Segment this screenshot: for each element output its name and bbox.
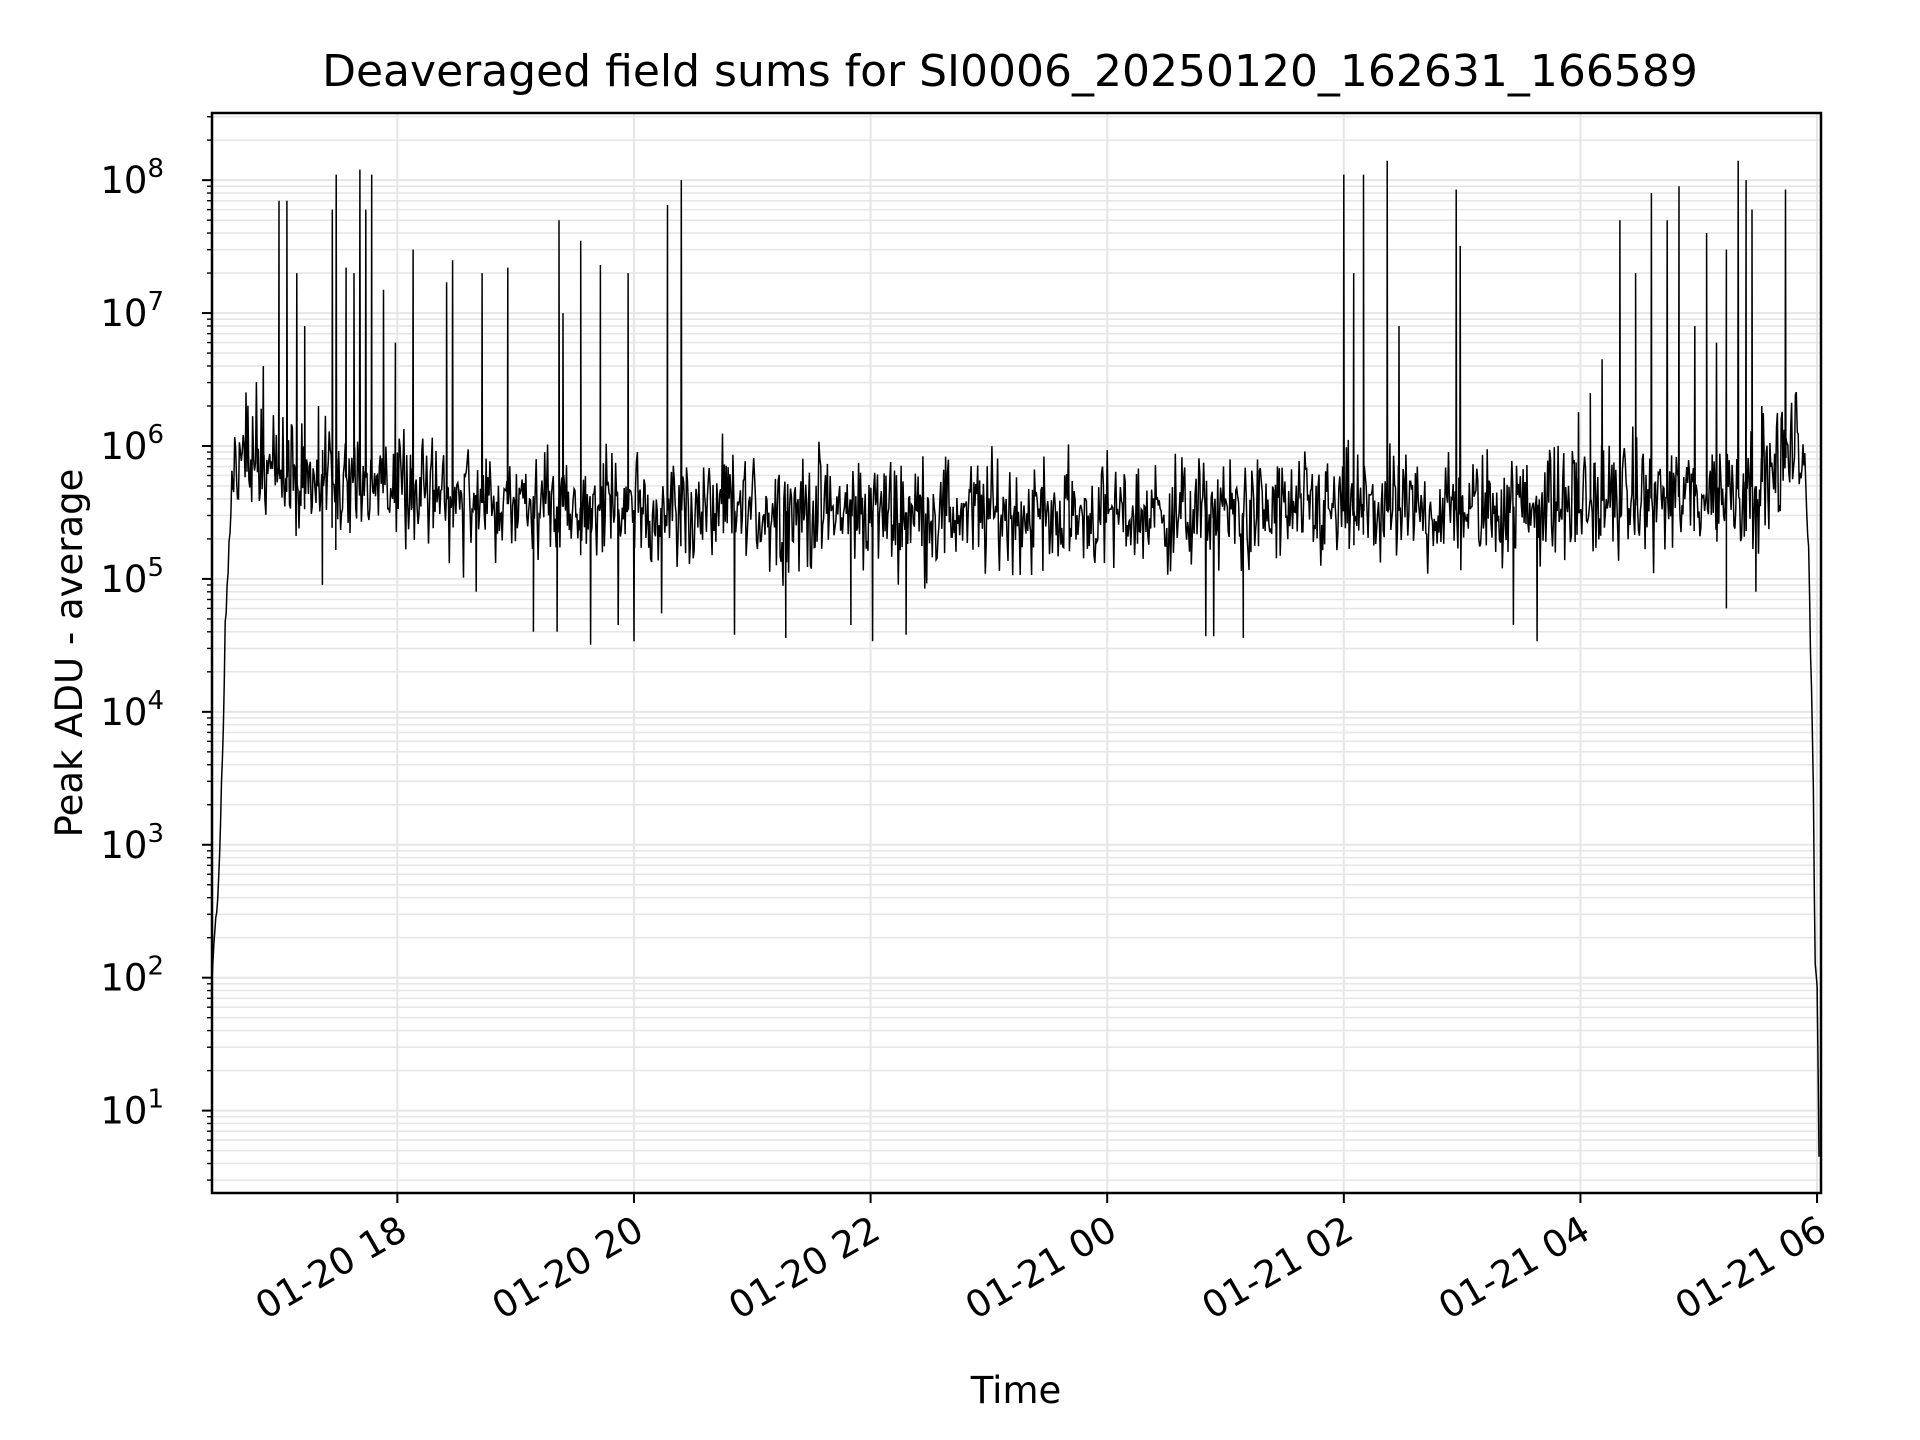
- y-tick-exponent: 8: [147, 154, 164, 184]
- chart-title: Deaveraged field sums for SI0006_2025012…: [322, 46, 1698, 97]
- y-tick-exponent: 3: [147, 819, 164, 849]
- x-tick-label: 01-20 18: [248, 1208, 414, 1328]
- y-tick-label: 102: [100, 952, 164, 1000]
- data-series-line: [211, 160, 1820, 1157]
- y-tick-label: 108: [100, 154, 164, 202]
- x-tick-label: 01-21 04: [1431, 1208, 1597, 1328]
- y-tick-label: 105: [100, 553, 164, 601]
- series-group: [211, 160, 1820, 1157]
- x-tick-label: 01-21 06: [1668, 1208, 1834, 1328]
- y-tick-exponent: 7: [147, 287, 164, 317]
- y-tick-label: 107: [100, 287, 164, 335]
- y-tick-exponent: 1: [147, 1085, 164, 1115]
- y-tick-exponent: 2: [147, 952, 164, 982]
- y-tick-label: 106: [100, 420, 164, 468]
- y-tick-label: 103: [100, 819, 164, 867]
- y-tick-exponent: 5: [147, 553, 164, 583]
- y-tick-label: 101: [100, 1085, 164, 1133]
- y-tick-exponent: 4: [147, 686, 164, 716]
- y-tick-label: 104: [100, 686, 164, 734]
- x-tick-label: 01-20 20: [485, 1208, 651, 1328]
- y-axis-label: Peak ADU - average: [48, 469, 91, 838]
- x-tick-label: 01-21 02: [1195, 1208, 1361, 1328]
- x-axis-label: Time: [970, 1369, 1062, 1412]
- x-tick-label: 01-21 00: [958, 1208, 1124, 1328]
- y-tick-exponent: 6: [147, 420, 164, 450]
- x-tick-label: 01-20 22: [722, 1208, 888, 1328]
- grid: [212, 113, 1821, 1193]
- plot-frame: [210, 111, 1823, 1195]
